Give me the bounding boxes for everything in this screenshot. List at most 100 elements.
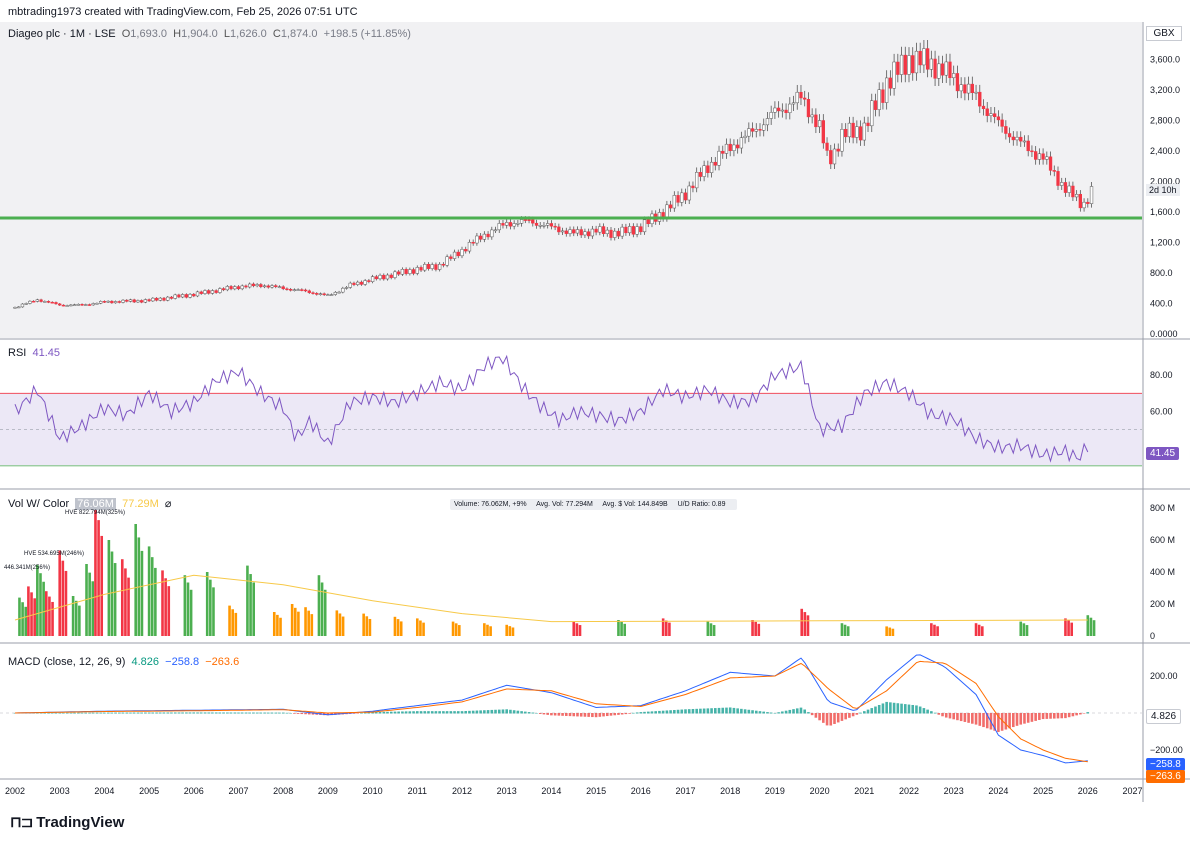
macd-signal-line: [14, 660, 1088, 763]
high-value: 1,904.0: [181, 28, 218, 40]
hve-annotation-1: HVE 822.794M(325%): [65, 510, 126, 516]
candle-body: [836, 148, 840, 152]
candle-body: [806, 99, 811, 118]
candle-body: [892, 61, 896, 89]
candle-body: [262, 285, 267, 288]
trading-chart[interactable]: 0.0000 400.0 800.0 1,200.0 1,600.0 2,000.0 2,4…: [0, 22, 1190, 802]
macd-histogram-bar: [889, 702, 892, 714]
volume-bar: [575, 623, 579, 636]
macd-histogram-bar: [658, 710, 661, 714]
candle-body: [43, 301, 47, 303]
volume-bar: [977, 624, 981, 636]
volume-bar: [930, 623, 933, 636]
macd-label[interactable]: MACD (close, 12, 26, 9): [8, 656, 126, 668]
volume-bar: [124, 568, 127, 636]
macd-histogram-bar: [214, 712, 218, 714]
candle-body: [497, 223, 501, 231]
candle-body: [169, 296, 174, 299]
close-value: 1,874.0: [280, 28, 318, 40]
time-tick-label: 2018: [720, 786, 740, 796]
macd-histogram-bar: [535, 713, 538, 714]
macd-histogram-bar: [375, 711, 378, 714]
candle-body: [784, 109, 788, 114]
macd-histogram-bar: [751, 710, 754, 714]
macd-histogram-bar: [825, 713, 829, 726]
currency-label[interactable]: GBX: [1146, 26, 1182, 41]
tradingview-logo[interactable]: ⊓⊐ TradingView: [10, 814, 125, 831]
candle-body: [620, 226, 624, 237]
candle-body: [404, 269, 408, 274]
candle-body: [937, 63, 941, 79]
macd-histogram-bar: [404, 711, 408, 714]
candle-body: [665, 204, 669, 219]
macd-histogram-bar: [177, 712, 181, 714]
candle-body: [695, 172, 699, 189]
candle-body: [747, 128, 751, 137]
volume-bar: [511, 627, 515, 636]
macd-histogram-bar: [430, 711, 434, 714]
volume-bar: [399, 621, 403, 636]
macd-histogram-bar: [479, 710, 482, 714]
macd-histogram-bar: [531, 712, 535, 714]
candle-body: [255, 284, 259, 287]
macd-histogram-bar: [371, 712, 374, 714]
candle-body: [587, 231, 591, 237]
vol-pane-bg: [0, 490, 1142, 642]
time-tick-label: 2026: [1078, 786, 1098, 796]
macd-histogram-bar: [1030, 713, 1034, 722]
candle-body: [65, 305, 69, 307]
volume-bar: [843, 624, 847, 636]
macd-histogram-bar: [397, 711, 400, 714]
time-tick-label: 2024: [988, 786, 1008, 796]
macd-histogram-bar: [788, 709, 792, 714]
symbol-label[interactable]: Diageo plc · 1M · LSE: [8, 28, 116, 40]
macd-histogram-bar: [907, 704, 911, 714]
macd-histogram-bar: [520, 711, 523, 714]
vol-label[interactable]: Vol W/ Color: [8, 498, 70, 510]
candle-body: [199, 291, 203, 294]
candle-body: [925, 48, 930, 70]
candle-body: [1015, 136, 1019, 141]
macd-histogram-bar: [1056, 713, 1060, 719]
candle-body: [218, 288, 222, 293]
candle-body: [739, 137, 744, 149]
candle-body: [810, 114, 814, 118]
volume-average-line: [14, 574, 1088, 623]
macd-line-badge: −258.8: [1146, 758, 1185, 771]
volume-bar: [161, 570, 164, 636]
macd-histogram-bar: [568, 713, 572, 717]
macd-histogram-bar: [665, 710, 669, 714]
macd-histogram-bar: [654, 711, 657, 714]
candle-body: [575, 229, 580, 234]
macd-histogram-bar: [758, 711, 762, 714]
candle-body: [72, 304, 77, 306]
price-candles: [13, 40, 1094, 309]
macd-histogram-bar: [188, 712, 192, 714]
macd-histogram-bar: [181, 712, 184, 714]
macd-histogram-bar: [505, 709, 508, 714]
macd-histogram-bar: [54, 712, 58, 714]
macd-histogram-bar: [293, 713, 296, 714]
macd-histogram-bar: [926, 709, 929, 714]
macd-histogram-bar: [125, 712, 129, 714]
macd-histogram-bar: [1015, 713, 1019, 726]
macd-histogram-bar: [453, 711, 456, 714]
rsi-label[interactable]: RSI: [8, 347, 27, 359]
candle-body: [866, 122, 870, 127]
macd-histogram-bar: [829, 713, 833, 726]
macd-histogram-bar: [963, 713, 967, 722]
macd-histogram-bar: [773, 713, 777, 714]
macd-histogram-bar: [419, 711, 423, 714]
candle-body: [1071, 185, 1075, 198]
volume-bar: [24, 606, 28, 636]
vol-avg-value: 77.29M: [122, 498, 159, 510]
macd-histogram-bar: [460, 711, 464, 714]
candle-body: [132, 299, 136, 303]
candle-body: [311, 292, 315, 294]
candle-body: [434, 264, 438, 270]
macd-histogram-bar: [512, 710, 516, 714]
macd-histogram-bar: [147, 712, 151, 714]
macd-histogram-bar: [900, 703, 903, 714]
candle-body: [929, 58, 934, 70]
price-tick-label: 0.0000: [1150, 329, 1178, 339]
